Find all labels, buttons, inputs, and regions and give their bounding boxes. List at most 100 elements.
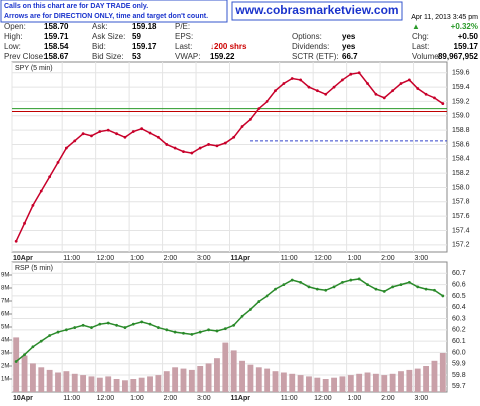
price-point: [14, 239, 18, 243]
price-point: [274, 287, 277, 291]
field-label: EPS:: [175, 32, 193, 41]
volume-bar: [339, 376, 346, 392]
price-point: [48, 334, 52, 337]
x-tick-label: 3:00: [197, 395, 211, 402]
volume-bar: [314, 377, 321, 392]
price-point: [382, 289, 386, 293]
price-point: [207, 328, 210, 332]
note-line: Calls on this chart are for DAY TRADE on…: [4, 3, 148, 10]
price-point: [424, 92, 428, 96]
date: Apr 11, 2013 3:45 pm: [411, 14, 478, 21]
volume-bar: [29, 363, 36, 392]
volume-bar: [239, 360, 245, 392]
price-point: [265, 294, 269, 298]
price-point: [357, 71, 361, 75]
y-tick-label: 157.4: [452, 227, 470, 234]
field-label: Chg:: [412, 32, 429, 41]
price-point: [148, 322, 152, 326]
price-point: [123, 135, 127, 139]
price-point: [433, 288, 436, 292]
price-point: [290, 278, 294, 282]
volume-bar: [188, 369, 195, 392]
price-point: [48, 175, 52, 179]
price-point: [391, 285, 395, 289]
x-tick-label: 12:00: [97, 395, 115, 402]
price-point: [81, 323, 85, 327]
volume-bar: [21, 355, 28, 392]
field-value: 59: [132, 32, 141, 41]
price-point: [39, 339, 43, 343]
field-label: Prev Close:: [4, 52, 45, 61]
volume-bar: [147, 376, 153, 392]
y-tick-label: 158.0: [452, 184, 470, 191]
price-point: [232, 135, 236, 139]
y-tick-label: 59.7: [452, 383, 466, 390]
price-point: [366, 82, 369, 85]
price-point: [165, 143, 169, 146]
field-label: Open:: [4, 22, 26, 31]
x-tick-label: 10Apr: [13, 395, 33, 402]
field-label: VWAP:: [175, 52, 200, 61]
volume-bar: [398, 371, 404, 392]
price-point: [173, 146, 177, 150]
price-point: [324, 92, 328, 96]
y-tick-label: 157.2: [452, 242, 470, 249]
price-point: [90, 326, 93, 329]
y-tick-label: 159.6: [452, 70, 470, 77]
y-tick-label: 60.4: [452, 304, 466, 311]
price-point: [299, 78, 303, 82]
price-point: [39, 189, 43, 193]
price-point: [341, 280, 344, 284]
volume-tick-label: 3M: [1, 351, 9, 357]
volume-bar: [71, 373, 78, 392]
volume-bar: [214, 358, 220, 392]
price-point: [324, 288, 328, 292]
volume-bar: [255, 367, 262, 392]
price-point: [382, 96, 386, 100]
x-tick-label: 11:00: [281, 255, 298, 262]
price-point: [374, 92, 378, 96]
price-point: [223, 141, 227, 145]
volume-bar: [13, 337, 20, 392]
volume-bar: [406, 369, 413, 392]
y-tick-label: 60.0: [452, 349, 466, 356]
site-box: [231, 1, 403, 21]
site-link: www.cobrasmarketview.com: [234, 3, 398, 17]
price-point: [56, 160, 60, 164]
y-tick-label: 158.2: [452, 170, 470, 177]
price-point: [257, 107, 261, 111]
volume-bar: [247, 364, 254, 392]
price-point: [399, 283, 403, 287]
price-point: [240, 314, 244, 318]
field-value: 158.67: [44, 52, 69, 61]
price-point: [424, 287, 428, 291]
price-point: [14, 360, 18, 363]
volume-tick-label: 9M: [1, 273, 9, 279]
field-value: 66.7: [342, 52, 358, 61]
price-point: [341, 78, 344, 82]
volume-bar: [155, 375, 162, 392]
volume-bar: [280, 372, 287, 392]
y-tick-label: 60.5: [452, 293, 466, 300]
y-tick-label: 157.8: [452, 199, 470, 206]
price-point: [399, 82, 403, 85]
volume-bar: [381, 375, 388, 392]
volume-bar: [297, 375, 304, 392]
x-tick-label: 11:00: [63, 255, 80, 262]
legend-entry: RSP (5 min): [15, 265, 53, 272]
price-point: [56, 330, 60, 334]
price-point: [223, 327, 227, 331]
price-point: [407, 280, 411, 284]
x-tick-label: 11Apr: [231, 395, 251, 402]
field-label: Ask:: [92, 22, 108, 31]
y-tick-label: 59.9: [452, 361, 466, 368]
price-point: [140, 320, 144, 324]
volume-bar: [130, 379, 137, 392]
price-point: [156, 326, 160, 329]
x-tick-label: 11:00: [63, 395, 80, 402]
price-point: [182, 150, 185, 154]
field-value: yes: [342, 32, 356, 41]
y-tick-label: 158.4: [452, 156, 470, 163]
